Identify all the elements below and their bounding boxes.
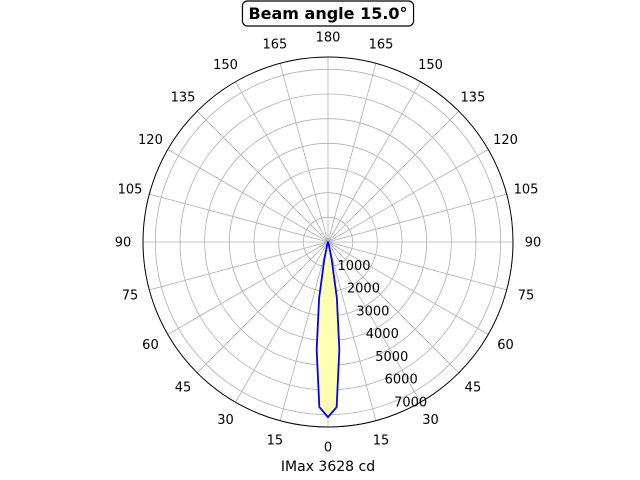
angular-grid-line	[327, 241, 507, 291]
angular-grid-line	[327, 81, 421, 243]
angular-grid-line	[327, 241, 421, 403]
angle-tick-label: 135	[461, 91, 486, 106]
angle-tick-label: 60	[497, 338, 514, 353]
angular-grid-line	[196, 110, 329, 243]
angular-grid-line	[149, 193, 329, 243]
angle-tick-label: 75	[122, 289, 139, 304]
angle-tick-labels: 0 15 30 45 60 75 90 105 120 135 150 165 180 165 150 135…	[115, 31, 542, 456]
angle-tick-label: 90	[525, 236, 542, 251]
angle-tick-label: 105	[514, 182, 539, 197]
angle-tick-label: 60	[142, 338, 159, 353]
angular-grid-line	[327, 63, 377, 243]
angle-tick-label: 75	[518, 289, 535, 304]
angle-tick-label: 150	[213, 58, 238, 73]
angle-tick-label: 30	[422, 413, 439, 428]
polar-frame	[142, 56, 514, 428]
angle-tick-label: 45	[175, 380, 192, 395]
angular-grid-line	[327, 193, 507, 243]
angular-grid-line	[279, 63, 329, 243]
angle-tick-label: 120	[138, 133, 163, 148]
series-layer	[315, 241, 341, 419]
radial-tick-label: 5000	[375, 350, 408, 365]
angular-grid-line	[196, 241, 329, 374]
radial-tick-label: 4000	[366, 327, 399, 342]
angular-grid-line	[327, 110, 460, 243]
angular-grid-line	[279, 241, 329, 421]
radial-tick-label: 6000	[385, 373, 418, 388]
radial-tick-labels: 1000 2000 3000 4000 5000 6000 7000	[337, 259, 427, 411]
angular-grid-line	[327, 241, 460, 374]
angle-tick-label: 15	[373, 434, 390, 449]
angle-tick-label: 15	[267, 434, 284, 449]
chart-title-text: Beam angle 15.0°	[248, 4, 407, 23]
angle-tick-label: 135	[171, 91, 196, 106]
radial-tick-label: 2000	[347, 282, 380, 297]
x-axis-label: IMax 3628 cd	[281, 459, 375, 475]
title-box	[241, 0, 415, 27]
angular-grid-line	[235, 81, 329, 243]
angular-grid-line	[235, 241, 329, 403]
angular-grid-line	[167, 149, 329, 243]
chart-title: Beam angle 15.0°	[241, 0, 415, 27]
angular-grid-line	[167, 241, 329, 335]
series-fill	[316, 242, 340, 418]
angle-tick-label: 45	[465, 380, 482, 395]
angle-tick-label: 150	[418, 58, 443, 73]
angle-tick-label: 165	[263, 37, 288, 52]
angle-tick-label: 165	[369, 37, 394, 52]
radial-tick-label: 1000	[337, 259, 370, 274]
radial-tick-label: 3000	[356, 304, 389, 319]
angular-grid-line	[149, 241, 329, 291]
angle-tick-label: 180	[316, 31, 341, 46]
series-line	[315, 241, 341, 419]
angle-tick-label: 120	[493, 133, 518, 148]
angular-grid-line	[327, 241, 489, 335]
angle-tick-label: 0	[324, 441, 332, 456]
angle-tick-label: 30	[217, 413, 234, 428]
angle-tick-label: 105	[118, 182, 143, 197]
radial-tick-label: 7000	[394, 396, 427, 411]
angular-grid-line	[327, 149, 489, 243]
angle-tick-label: 90	[115, 236, 132, 251]
angular-grid-line	[327, 241, 377, 421]
